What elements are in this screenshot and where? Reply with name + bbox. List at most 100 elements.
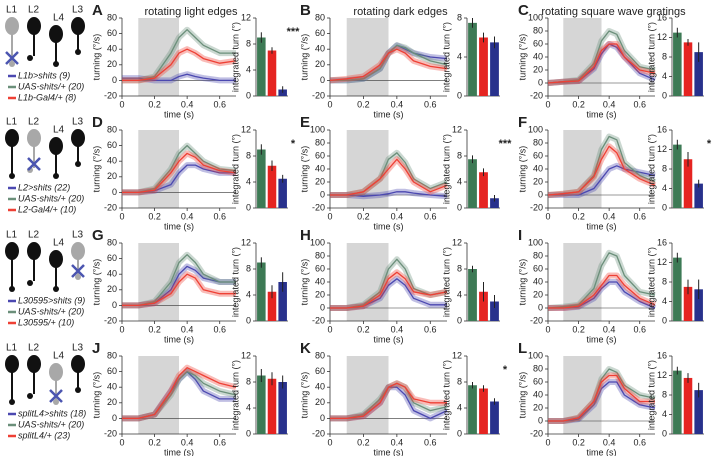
y-tick-label: 0 bbox=[538, 189, 543, 199]
neuron-label: L2 bbox=[28, 117, 40, 128]
significance: * bbox=[707, 138, 712, 150]
bar bbox=[479, 291, 488, 321]
bar bbox=[683, 42, 693, 96]
y-tick-label: 0 bbox=[538, 302, 543, 312]
y-tick-label: 0 bbox=[112, 187, 117, 197]
bar bbox=[490, 401, 499, 434]
y-tick-label: -20 bbox=[530, 202, 543, 212]
stimulus-shade bbox=[138, 18, 179, 96]
neuron-terminal bbox=[9, 286, 15, 292]
x-tick-label: 0.2 bbox=[148, 324, 161, 334]
y-tick-label: 0 bbox=[457, 202, 462, 212]
y-tick-label: 8 bbox=[246, 150, 251, 160]
y-tick-label: 8 bbox=[662, 51, 667, 61]
y-tick-label: 60 bbox=[315, 366, 325, 376]
y-tick-label: 80 bbox=[533, 25, 543, 35]
y-axis-label: integrated turn (°) bbox=[230, 134, 240, 204]
y-tick-label: 80 bbox=[315, 250, 325, 260]
y-tick-label: -20 bbox=[312, 202, 325, 212]
x-tick-label: 0.4 bbox=[603, 437, 616, 447]
y-axis-label: turning (°/s) bbox=[91, 34, 101, 81]
y-tick-label: 4 bbox=[662, 409, 667, 419]
series-line bbox=[122, 48, 237, 82]
x-tick-label: 0.6 bbox=[424, 99, 437, 109]
neuron-terminal bbox=[27, 55, 33, 61]
y-tick-label: 60 bbox=[107, 253, 117, 263]
x-tick-label: 0.2 bbox=[357, 437, 370, 447]
bar bbox=[278, 382, 287, 434]
y-tick-label: 80 bbox=[315, 12, 325, 22]
series-line bbox=[330, 191, 448, 197]
y-tick-label: 8 bbox=[246, 38, 251, 48]
neuron-label: L1 bbox=[6, 343, 18, 354]
y-tick-label: 40 bbox=[107, 382, 117, 392]
y-tick-label: 0 bbox=[112, 413, 117, 423]
y-tick-label: 100 bbox=[528, 12, 543, 22]
neuron-terminal bbox=[27, 393, 33, 399]
y-tick-label: 100 bbox=[528, 237, 543, 247]
y-tick-label: 0 bbox=[538, 415, 543, 425]
y-tick-label: 60 bbox=[533, 38, 543, 48]
x-tick-label: 0 bbox=[545, 211, 550, 221]
panel-letter: H bbox=[300, 227, 311, 244]
x-tick-label: 0.2 bbox=[357, 211, 370, 221]
x-tick-label: 0 bbox=[119, 211, 124, 221]
y-tick-label: 20 bbox=[107, 397, 117, 407]
y-axis-label: turning (°/s) bbox=[299, 259, 309, 306]
y-axis-label: turning (°/s) bbox=[517, 372, 527, 419]
panel-letter: F bbox=[518, 114, 527, 131]
series-line bbox=[548, 274, 656, 309]
y-tick-label: 4 bbox=[662, 183, 667, 193]
significance: *** bbox=[287, 26, 301, 38]
bar bbox=[479, 37, 488, 96]
y-tick-label: 8 bbox=[662, 389, 667, 399]
bar bbox=[468, 159, 477, 208]
y-tick-label: 0 bbox=[246, 428, 251, 438]
bar bbox=[257, 262, 266, 321]
panel-title: rotating square wave gratings bbox=[541, 6, 686, 18]
neuron-soma bbox=[49, 363, 63, 381]
y-tick-label: 0 bbox=[662, 90, 667, 100]
y-axis-label: integrated turn (°) bbox=[230, 247, 240, 317]
y-tick-label: 80 bbox=[107, 12, 117, 22]
y-axis-label: integrated turn (°) bbox=[230, 360, 240, 430]
series-line bbox=[122, 254, 236, 307]
bar bbox=[673, 32, 682, 96]
y-tick-label: 4 bbox=[662, 296, 667, 306]
y-tick-label: 60 bbox=[533, 263, 543, 273]
neuron-terminal bbox=[53, 61, 59, 67]
y-tick-label: 8 bbox=[457, 12, 462, 22]
neuron-soma bbox=[71, 242, 85, 260]
bar bbox=[479, 388, 488, 434]
y-tick-label: 4 bbox=[246, 402, 251, 412]
y-tick-label: 60 bbox=[107, 140, 117, 150]
y-tick-label: 40 bbox=[315, 44, 325, 54]
bar bbox=[683, 159, 693, 208]
y-tick-label: 12 bbox=[241, 124, 251, 134]
x-tick-label: 0.6 bbox=[213, 99, 226, 109]
legend-label: UAS-shits/+ (20) bbox=[18, 419, 84, 429]
bar bbox=[267, 50, 277, 96]
y-tick-label: -20 bbox=[104, 315, 117, 325]
y-axis-label: turning (°/s) bbox=[91, 372, 101, 419]
y-tick-label: 60 bbox=[533, 376, 543, 386]
y-axis-label: integrated turn (°) bbox=[441, 360, 451, 430]
y-axis-label: turning (°/s) bbox=[299, 34, 309, 81]
bar bbox=[278, 282, 287, 321]
x-tick-label: 0 bbox=[327, 99, 332, 109]
y-axis-label: turning (°/s) bbox=[517, 259, 527, 306]
y-tick-label: 80 bbox=[315, 137, 325, 147]
y-tick-label: 8 bbox=[457, 263, 462, 273]
neuron-terminal bbox=[75, 387, 81, 393]
y-tick-label: 40 bbox=[533, 276, 543, 286]
y-axis-label: integrated turn (°) bbox=[646, 22, 656, 92]
x-tick-label: 0 bbox=[327, 211, 332, 221]
x-axis-label: time (s) bbox=[374, 334, 404, 344]
x-tick-label: 0.6 bbox=[424, 437, 437, 447]
bar bbox=[468, 269, 477, 321]
x-tick-label: 0.6 bbox=[633, 324, 646, 334]
y-tick-label: 0 bbox=[246, 90, 251, 100]
panel-letter: A bbox=[92, 2, 103, 19]
y-axis-label: integrated turn (°) bbox=[646, 247, 656, 317]
neuron-label: L4 bbox=[53, 125, 65, 136]
